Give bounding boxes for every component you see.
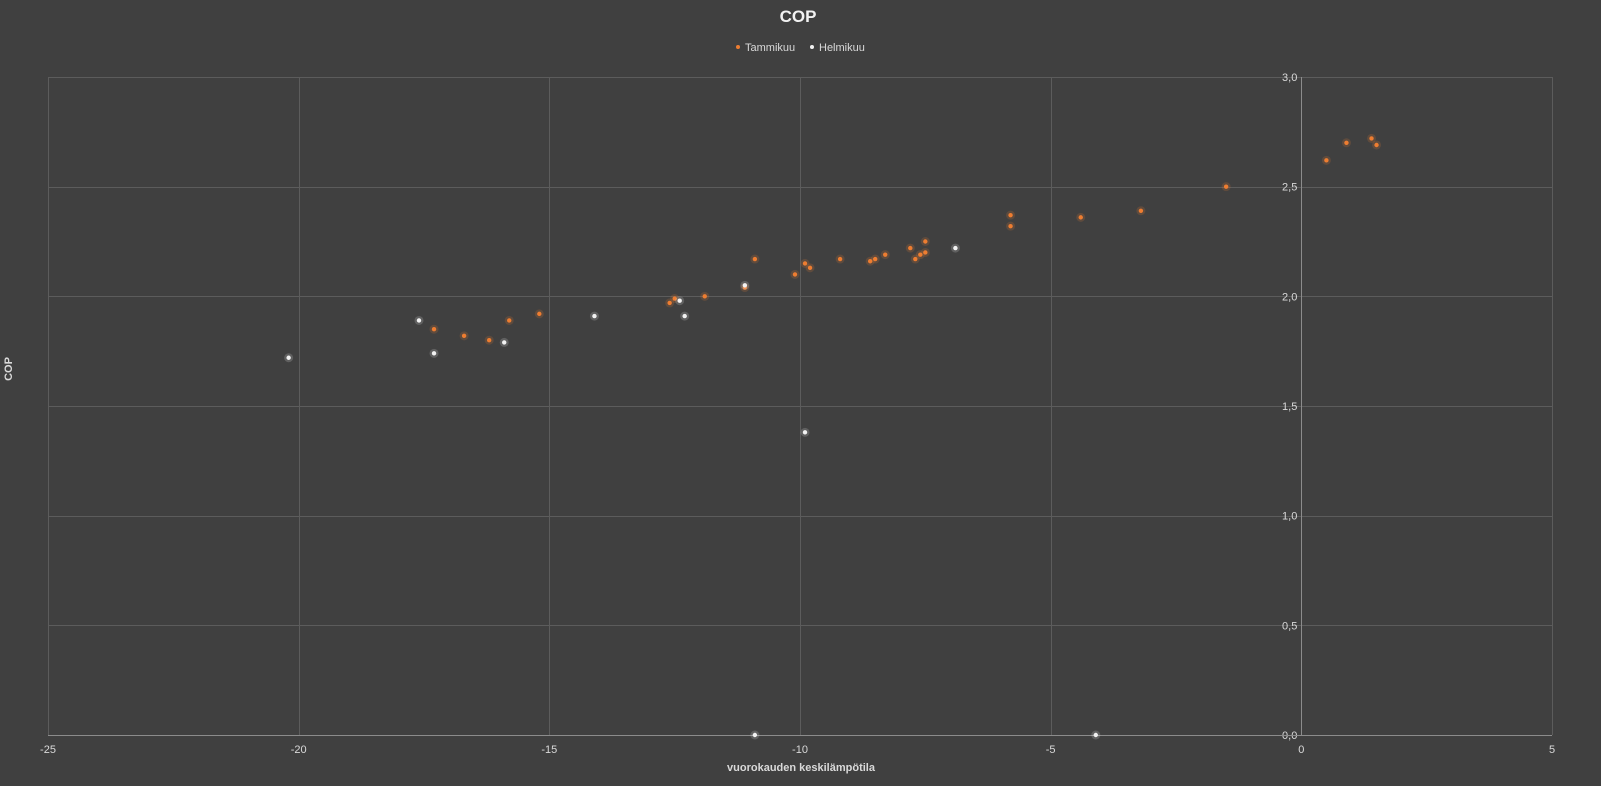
data-point-tammikuu [1223, 184, 1229, 189]
data-point-helmikuu [592, 313, 597, 319]
y-tick-label: 1,5 [1282, 401, 1297, 413]
data-point-tammikuu [1344, 140, 1349, 145]
x-tick-label: -10 [792, 744, 808, 756]
data-point-tammikuu [802, 261, 808, 266]
data-point-helmikuu [416, 318, 422, 323]
x-tick-label: 5 [1549, 744, 1555, 756]
x-tick-label: -15 [541, 744, 557, 756]
y-tick-label: 0,5 [1282, 620, 1297, 632]
data-point-tammikuu [702, 294, 707, 299]
y-tick-label: 2,5 [1282, 182, 1297, 194]
legend: Tammikuu Helmikuu [736, 42, 865, 54]
data-point-tammikuu [923, 239, 928, 244]
data-point-helmikuu [677, 298, 682, 303]
data-point-tammikuu [913, 256, 918, 262]
data-point-tammikuu [807, 265, 813, 271]
data-point-tammikuu [1138, 208, 1144, 213]
data-point-tammikuu [507, 318, 512, 323]
data-points [284, 133, 1382, 740]
data-point-tammikuu [537, 311, 542, 317]
data-point-tammikuu [1078, 215, 1083, 220]
data-point-helmikuu [953, 245, 958, 251]
data-point-helmikuu [752, 732, 758, 738]
data-point-helmikuu [502, 340, 507, 345]
legend-marker-tammikuu [736, 45, 740, 49]
data-point-tammikuu [1008, 223, 1013, 229]
data-point-tammikuu [672, 296, 677, 301]
axes: -25 -20 -15 -10 -5 0 50,00,51,01,52,02,53,0 [40, 72, 1555, 756]
data-point-helmikuu [1093, 732, 1098, 738]
data-point-helmikuu [742, 283, 748, 288]
data-point-tammikuu [883, 252, 888, 257]
y-tick-label: 1,0 [1282, 511, 1297, 523]
x-axis-title: vuorokauden keskilämpötila [727, 762, 876, 774]
x-tick-label: -5 [1046, 744, 1056, 756]
data-point-tammikuu [752, 256, 758, 262]
data-point-tammikuu [923, 250, 928, 255]
data-point-helmikuu [802, 430, 808, 435]
legend-label-helmikuu: Helmikuu [819, 42, 865, 54]
data-point-helmikuu [286, 355, 291, 360]
data-point-tammikuu [667, 300, 672, 306]
data-point-tammikuu [873, 256, 878, 262]
y-tick-label: 2,0 [1282, 291, 1297, 303]
legend-marker-helmikuu [810, 45, 814, 49]
data-point-tammikuu [1008, 212, 1013, 218]
chart-title: COP [780, 7, 817, 26]
x-tick-label: -20 [291, 744, 307, 756]
y-tick-label: 3,0 [1282, 72, 1297, 84]
data-point-tammikuu [837, 256, 843, 262]
data-point-tammikuu [461, 333, 467, 339]
data-point-helmikuu [682, 313, 687, 319]
y-axis-title: COP [3, 357, 15, 381]
data-point-tammikuu [486, 338, 492, 343]
data-point-tammikuu [1374, 142, 1379, 148]
data-point-tammikuu [1369, 136, 1374, 141]
data-point-tammikuu [792, 272, 798, 277]
data-point-tammikuu [867, 259, 873, 264]
data-point-helmikuu [431, 351, 437, 356]
data-point-tammikuu [908, 245, 913, 251]
data-point-tammikuu [1324, 158, 1329, 163]
x-tick-label: 0 [1298, 744, 1304, 756]
data-point-tammikuu [431, 327, 437, 332]
x-tick-label: -25 [40, 744, 56, 756]
legend-label-tammikuu: Tammikuu [745, 42, 795, 54]
data-point-tammikuu [918, 252, 923, 257]
